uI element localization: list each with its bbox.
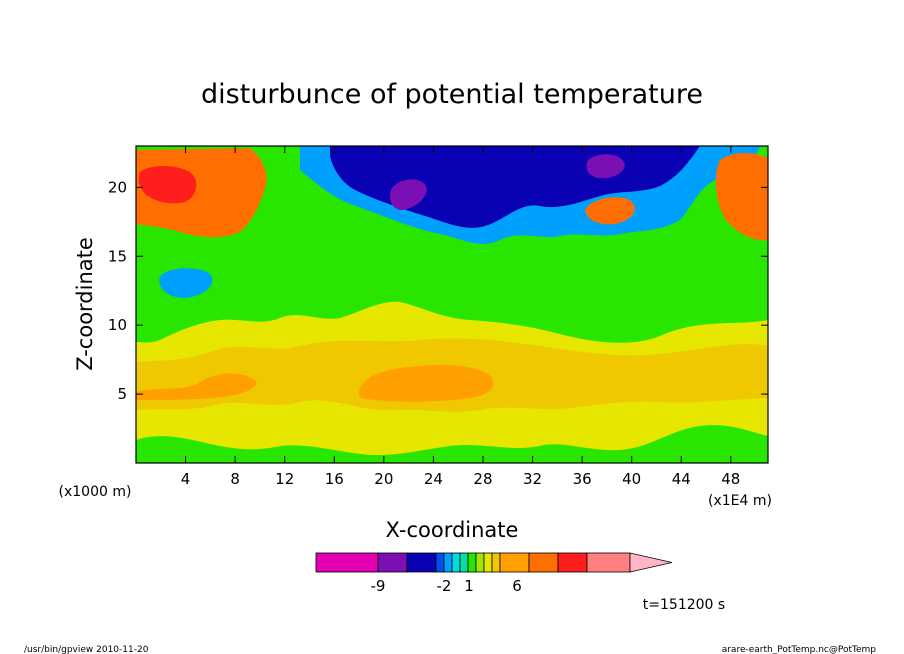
x-axis-title: X-coordinate xyxy=(386,518,519,542)
colorbar-tick-label: 6 xyxy=(512,577,522,595)
x-tick-label: 12 xyxy=(275,470,294,488)
colorbar-tick-labels: -9 -2 1 6 xyxy=(371,577,522,595)
x-tick-label: 16 xyxy=(325,470,344,488)
colorbar-segment xyxy=(499,552,530,573)
footer-right: arare-earth_PotTemp.nc@PotTemp xyxy=(722,645,877,654)
band-orange-core xyxy=(359,364,494,402)
band-orange-right-mid xyxy=(585,197,635,225)
band-red-topleft xyxy=(138,166,197,204)
colorbar-segment xyxy=(406,552,437,573)
y-axis-title: Z-coordinate xyxy=(73,237,97,371)
x-axis: 4 8 12 16 20 24 28 32 36 40 44 48 xyxy=(181,146,740,488)
chart-title: disturbunce of potential temperature xyxy=(201,79,703,110)
colorbar-segment xyxy=(586,552,631,573)
x-tick-label: 4 xyxy=(181,470,191,488)
x-tick-label: 8 xyxy=(230,470,240,488)
band-purple-b xyxy=(586,154,625,179)
colorbar-segment xyxy=(315,552,379,573)
band-green-bottom xyxy=(136,425,768,463)
band-orange-left xyxy=(136,373,257,400)
band-orange-topright xyxy=(715,153,768,241)
x-tick-label: 20 xyxy=(374,470,393,488)
x-tick-label: 24 xyxy=(424,470,443,488)
x-tick-label: 28 xyxy=(473,470,492,488)
band-purple-a xyxy=(390,179,427,210)
x-tick-label: 40 xyxy=(622,470,641,488)
colorbar-segment xyxy=(483,552,493,573)
colorbar xyxy=(315,552,673,573)
colorbar-segment xyxy=(377,552,408,573)
colorbar-tick-label: -2 xyxy=(437,577,452,595)
colorbar-segment xyxy=(459,552,469,573)
x-tick-label: 48 xyxy=(721,470,740,488)
colorbar-tick-label: -9 xyxy=(371,577,386,595)
colorbar-segment xyxy=(528,552,559,573)
colorbar-segment xyxy=(443,552,453,573)
colorbar-segment xyxy=(491,552,501,573)
x-tick-label: 36 xyxy=(573,470,592,488)
x-axis-unit: (x1E4 m) xyxy=(708,493,772,509)
footer-left: /usr/bin/gpview 2010-11-20 xyxy=(24,645,149,654)
x-tick-label: 32 xyxy=(523,470,542,488)
colorbar-segment xyxy=(557,552,588,573)
colorbar-segment xyxy=(467,552,477,573)
y-tick-label: 5 xyxy=(117,385,127,403)
y-tick-label: 20 xyxy=(108,178,127,196)
colorbar-segment xyxy=(475,552,485,573)
y-axis-unit: (x1000 m) xyxy=(59,484,132,500)
time-label: t=151200 s xyxy=(643,597,725,613)
y-tick-label: 15 xyxy=(108,247,127,265)
y-tick-label: 10 xyxy=(108,316,127,334)
plot-frame xyxy=(135,145,769,464)
y-axis: 5 10 15 20 xyxy=(108,178,768,403)
plot-area xyxy=(136,146,768,463)
colorbar-segment xyxy=(451,552,461,573)
band-cyan-left xyxy=(159,268,213,298)
colorbar-arrow xyxy=(629,552,673,573)
colorbar-segment xyxy=(435,552,445,573)
x-tick-label: 44 xyxy=(672,470,691,488)
colorbar-tick-label: 1 xyxy=(464,577,474,595)
